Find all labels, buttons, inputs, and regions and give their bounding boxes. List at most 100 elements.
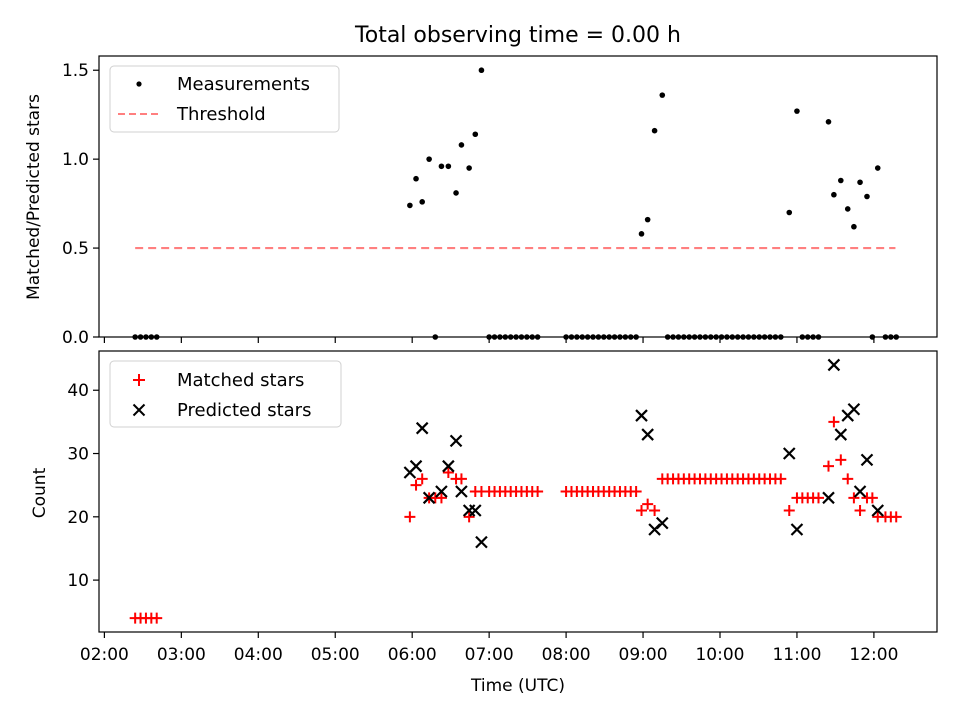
measurement-point <box>864 193 870 200</box>
measurement-point <box>445 163 452 170</box>
predicted-star-point <box>782 447 796 460</box>
measurement-point <box>831 191 837 198</box>
measurement-point <box>638 231 645 237</box>
measurement-point <box>478 67 485 74</box>
measurement-point <box>472 131 479 138</box>
legend-threshold-label: Threshold <box>176 104 266 125</box>
measurement-point <box>407 202 413 209</box>
matched-star-point <box>828 416 840 428</box>
top-y-tick-label: 1.5 <box>62 61 89 81</box>
matched-star-point <box>775 473 787 485</box>
measurement-point <box>838 177 844 184</box>
predicted-star-point <box>415 421 429 435</box>
matched-star-point <box>842 473 854 485</box>
x-tick-label: 03:00 <box>157 645 206 665</box>
matched-star-point <box>435 492 447 504</box>
chart-title: Total observing time = 0.00 h <box>354 23 681 48</box>
top-axes-frame <box>98 55 938 338</box>
bottom-plot-marks <box>129 358 902 624</box>
legend-matched-marker <box>133 374 145 386</box>
bottom-y-tick-label: 30 <box>67 445 89 465</box>
measurement-point <box>413 175 419 182</box>
bottom-y-tick-label: 10 <box>67 571 89 591</box>
matched-star-point <box>649 504 661 516</box>
matched-star-point <box>455 473 467 485</box>
measurement-point <box>644 216 651 223</box>
legend-measurements-marker <box>136 81 142 87</box>
top-x-ticks <box>103 337 875 343</box>
x-tick-label: 08:00 <box>542 645 591 665</box>
x-tick-label: 06:00 <box>388 645 437 665</box>
predicted-star-point <box>449 434 463 448</box>
measurement-point <box>857 179 863 186</box>
matched-star-point <box>404 511 416 523</box>
predicted-star-point <box>656 516 669 530</box>
measurement-point <box>794 108 800 114</box>
matched-star-point <box>890 511 902 523</box>
predicted-star-point <box>790 523 804 536</box>
predicted-star-point <box>435 485 448 498</box>
measurement-point <box>786 209 793 216</box>
matched-star-point <box>854 504 866 516</box>
measurement-point <box>851 223 857 230</box>
measurement-point <box>453 190 459 196</box>
top-legend-box <box>109 65 340 133</box>
top-y-tick-label: 1.0 <box>62 150 89 170</box>
top-y-tick-label: 0.5 <box>62 239 89 259</box>
matched-star-point <box>636 504 648 516</box>
predicted-star-point <box>641 428 654 441</box>
top-y-tick-label: 0.0 <box>62 328 89 348</box>
top-y-axis-label: Matched/Predicted stars <box>24 94 44 300</box>
bottom-y-tick-label: 20 <box>67 508 89 528</box>
bottom-x-ticks: 02:00 03:00 04:00 05:00 06:00 07:00 08:00 09:00… <box>80 632 898 665</box>
matched-star-point <box>463 511 475 523</box>
matched-star-point <box>812 492 824 504</box>
x-tick-label: 10:00 <box>695 645 744 665</box>
predicted-star-point <box>442 459 455 473</box>
matched-star-point <box>416 473 428 485</box>
bottom-y-ticks: 10 20 30 40 <box>67 381 99 591</box>
x-tick-label: 05:00 <box>311 645 360 665</box>
predicted-star-point <box>853 485 867 498</box>
measurement-point <box>438 163 445 170</box>
measurement-point <box>659 92 666 98</box>
predicted-star-point <box>847 402 861 416</box>
matched-star-point <box>151 612 163 624</box>
x-tick-label: 07:00 <box>465 645 514 665</box>
bottom-legend-box <box>109 360 342 428</box>
predicted-star-point <box>822 491 835 505</box>
measurement-point <box>825 119 832 125</box>
predicted-star-point <box>834 428 848 441</box>
x-tick-label: 09:00 <box>619 645 668 665</box>
x-tick-label: 04:00 <box>234 645 283 665</box>
predicted-star-point <box>469 504 482 517</box>
x-tick-label: 11:00 <box>772 645 821 665</box>
predicted-star-point <box>827 358 841 372</box>
matched-star-point <box>866 492 878 504</box>
measurement-point <box>426 156 432 162</box>
x-tick-label: 12:00 <box>849 645 898 665</box>
top-legend: Measurements Threshold <box>109 65 340 133</box>
top-panel: Total observing time = 0.00 h 0.0 0.5 1.0 1… <box>24 23 938 348</box>
legend-predicted-label: Predicted stars <box>177 400 311 421</box>
bottom-legend: Matched stars Predicted stars <box>109 360 342 428</box>
predicted-star-point <box>455 485 468 498</box>
matched-star-point <box>442 467 454 479</box>
measurement-point <box>466 165 472 171</box>
predicted-star-point <box>409 459 423 473</box>
predicted-star-point <box>871 504 885 517</box>
top-y-ticks: 0.0 0.5 1.0 1.5 <box>62 61 99 348</box>
matched-star-point <box>410 479 422 491</box>
matched-star-point <box>835 454 847 466</box>
predicted-star-point <box>422 491 436 505</box>
bottom-y-tick-label: 40 <box>67 381 89 401</box>
measurement-point <box>651 127 658 134</box>
legend-predicted-marker <box>132 403 146 417</box>
matched-star-point <box>848 492 860 504</box>
x-tick-label: 02:00 <box>80 645 129 665</box>
measurement-point <box>458 142 465 148</box>
bottom-y-axis-label: Count <box>30 467 50 518</box>
legend-measurements-label: Measurements <box>177 74 310 95</box>
